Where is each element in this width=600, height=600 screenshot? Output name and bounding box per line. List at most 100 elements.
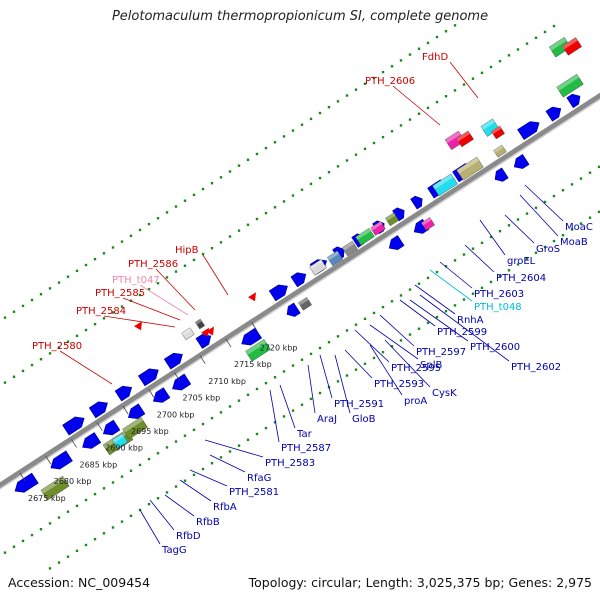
scale-tick-label: 2680 kbp: [54, 477, 92, 486]
cds-arrow-reverse: [494, 167, 509, 182]
label-leader-line: [519, 194, 559, 237]
label-leader-line: [369, 324, 419, 360]
cds-arrow-reverse: [152, 387, 171, 403]
red-feature: [491, 125, 505, 140]
label-leader-line: [409, 299, 469, 342]
rna-marker: [206, 326, 214, 336]
scale-tick: [199, 355, 206, 365]
cds-arrow: [410, 195, 423, 210]
cds-arrow-reverse: [172, 373, 192, 391]
label-leader-line: [354, 329, 390, 363]
label-leader-line: [399, 299, 436, 327]
map-title: Pelotomaculum thermopropionicum SI, comp…: [111, 9, 489, 24]
scale-tick-label: 2720 kbp: [260, 343, 298, 352]
gene-label-bottom: TagG: [161, 545, 187, 556]
cds-arrow: [290, 272, 307, 288]
gene-label-bottom: PTH_2602: [511, 362, 561, 373]
label-leader-line: [419, 294, 510, 362]
cds-arrow-reverse: [513, 153, 530, 169]
grey-feature: [298, 297, 312, 311]
gene-label-bottom: MoaB: [560, 237, 588, 248]
dotted-track-line: [3, 165, 600, 554]
cds-arrow-reverse: [102, 419, 121, 436]
cyan-feature: [111, 433, 129, 449]
grey-feature: [309, 259, 327, 276]
cds-arrow-reverse: [50, 450, 73, 470]
scale-tick: [174, 372, 180, 381]
label-leader-line: [164, 494, 195, 517]
scale-tick-label: 2715 kbp: [234, 360, 272, 369]
gene-label-bottom: groEL: [507, 256, 536, 267]
gene-label-bottom: Tar: [296, 429, 313, 440]
green-feature: [556, 73, 584, 98]
label-leader-line: [414, 284, 456, 315]
cds-arrow-reverse: [241, 327, 263, 346]
grey-feature: [181, 327, 195, 341]
gene-label-bottom: PTH_2595: [391, 363, 441, 374]
label-leader-line: [122, 297, 181, 321]
gene-label-bottom: PTH_2581: [229, 487, 279, 498]
label-leader-line: [139, 284, 189, 316]
cds-arrow-reverse: [286, 302, 301, 317]
gene-label-bottom: GloB: [352, 414, 376, 425]
khaki-feature: [456, 156, 484, 181]
genome-backbone: [0, 92, 600, 490]
label-leader-line: [524, 184, 564, 222]
gene-label-top: PTH_2584: [76, 306, 126, 317]
genome-backbone-highlight: [0, 98, 600, 490]
olive-feature: [122, 416, 148, 440]
label-leader-line: [369, 344, 403, 396]
cyan-feature: [432, 173, 458, 197]
scale-tick: [225, 338, 232, 348]
label-leader-line: [204, 439, 264, 458]
label-leader-line: [307, 364, 316, 414]
magenta-feature: [421, 217, 435, 231]
label-leader-line: [59, 350, 113, 385]
label-leader-line: [149, 499, 175, 531]
label-leader-line: [392, 85, 441, 126]
gene-label-bottom: GroS: [536, 244, 560, 255]
label-leader-line: [344, 349, 373, 379]
scale-tick: [148, 389, 155, 398]
green-feature: [245, 339, 271, 362]
cds-arrow: [566, 93, 581, 109]
label-leader-line: [429, 269, 473, 302]
label-leader-line: [209, 454, 246, 473]
steelblue-feature: [326, 250, 344, 267]
red-feature: [562, 37, 582, 56]
cds-arrow: [62, 416, 85, 436]
label-leader-line: [269, 389, 280, 443]
gene-label-bottom: AraJ: [317, 414, 337, 425]
gene-label-top: PTH_2606: [365, 76, 415, 87]
gene-label-top: PTH_t047: [112, 275, 160, 286]
green-feature: [355, 227, 375, 246]
label-leader-line: [379, 314, 415, 347]
scale-tick-label: 2690 kbp: [105, 444, 143, 453]
scale-tick-label: 2700 kbp: [157, 410, 195, 419]
cds-arrow: [88, 401, 108, 419]
cds-arrow: [268, 284, 288, 302]
gene-label-bottom: PTH_t048: [474, 302, 522, 313]
gene-label-bottom: PTH_2593: [374, 379, 424, 390]
grey-feature: [195, 318, 205, 330]
gene-label-bottom: SplB: [420, 360, 442, 371]
scale-tick: [19, 472, 26, 482]
gene-label-bottom: PTH_2591: [334, 399, 384, 410]
gene-label-bottom: CysK: [432, 388, 457, 399]
label-leader-line: [334, 354, 351, 414]
gene-label-bottom: PTH_2583: [265, 458, 315, 469]
label-leader-line: [103, 315, 176, 328]
gene-label-bottom: RfbD: [176, 531, 201, 542]
gene-label-bottom: RfaG: [247, 473, 271, 484]
gene-label-bottom: RnhA: [457, 315, 484, 326]
scale-tick-label: 2710 kbp: [208, 377, 246, 386]
cds-arrow: [517, 121, 540, 141]
gene-label-bottom: PTH_2604: [496, 273, 546, 284]
dotted-track-line: [3, 24, 556, 384]
dotted-track-line: [39, 210, 600, 576]
cds-arrow-reverse: [82, 432, 102, 449]
scale-tick-label: 2675 kbp: [28, 494, 66, 503]
dotted-track-line: [3, 24, 457, 319]
